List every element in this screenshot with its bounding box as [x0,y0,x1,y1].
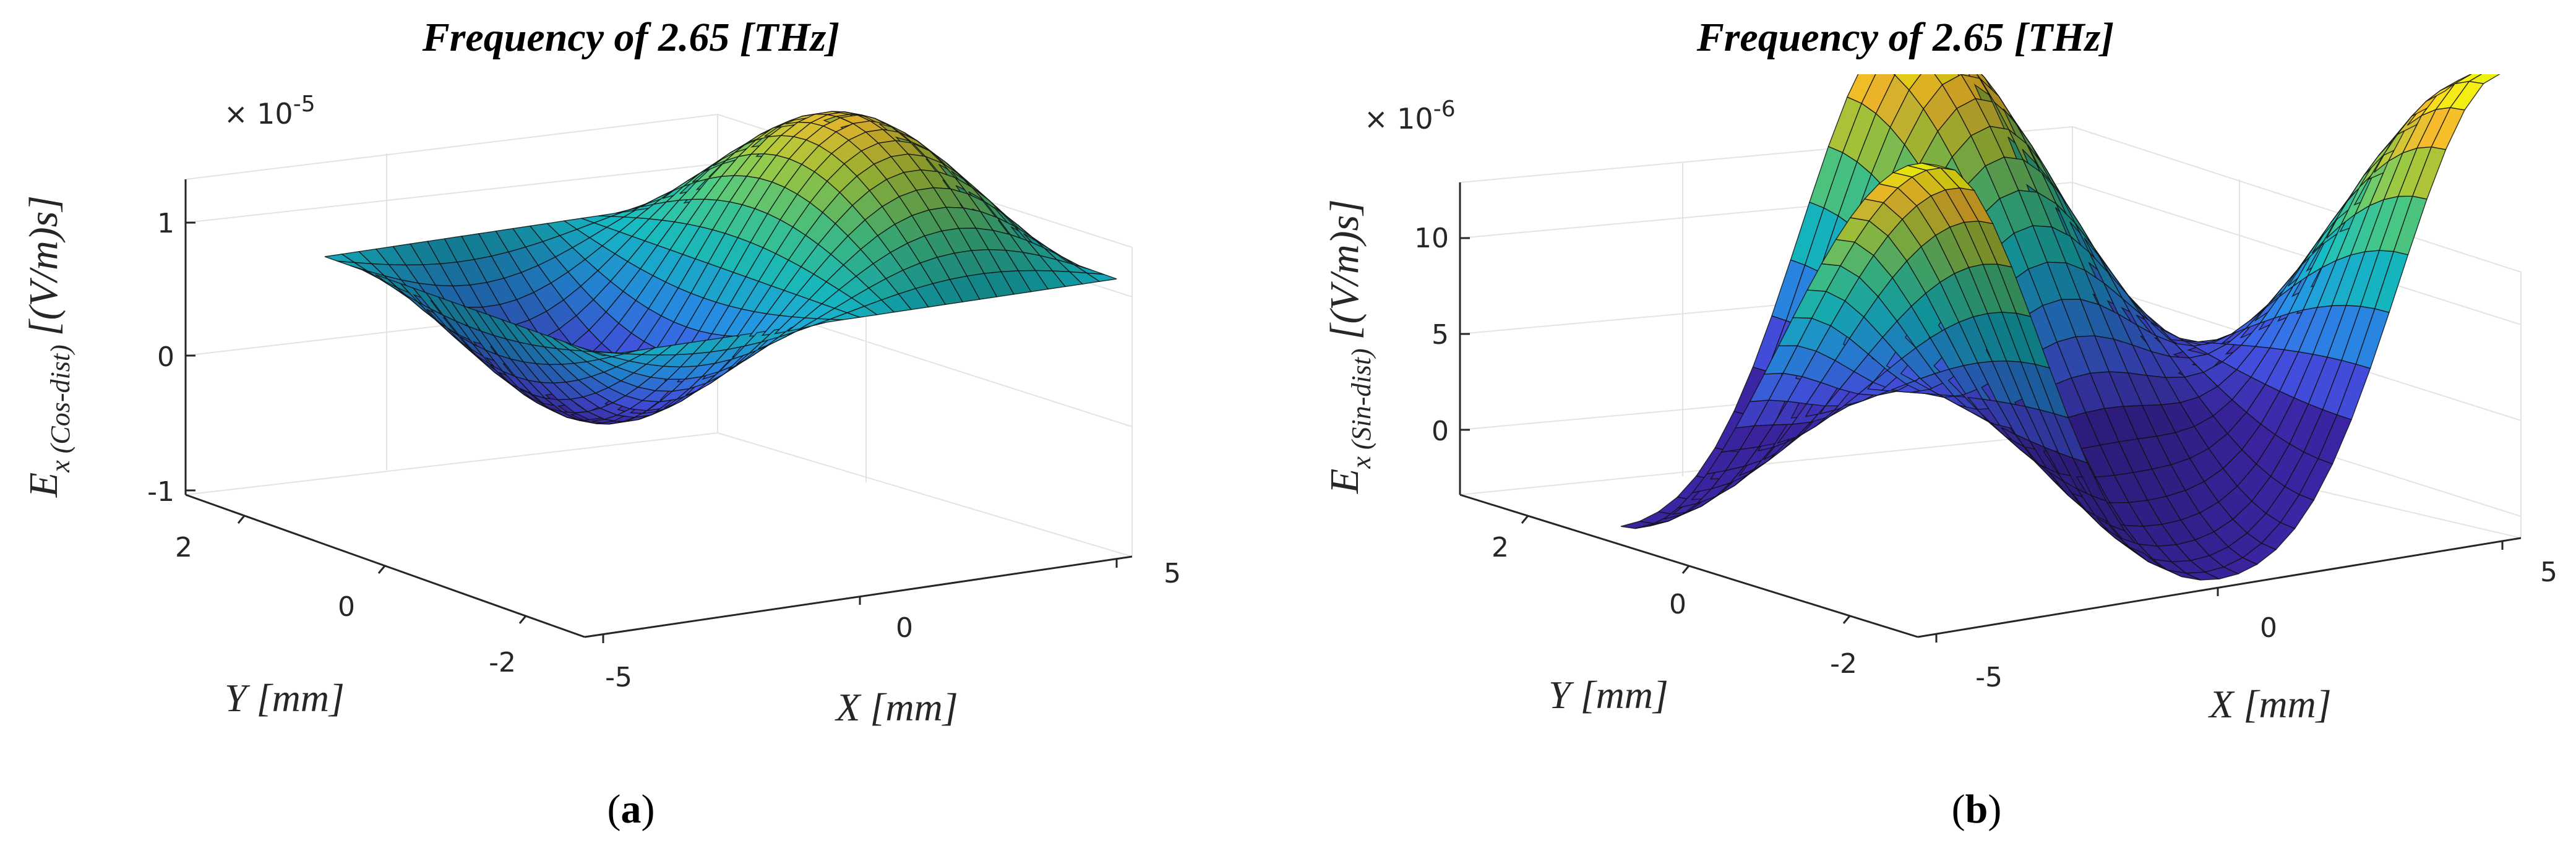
panel-a-surface [324,111,1117,425]
panel-a-xtick-label-2: 0 [896,612,913,644]
panel-a-axes [184,179,1133,643]
panel-b-xlabel: X [mm] [2207,682,2331,726]
caption-b-open: ( [1952,787,1965,832]
panel-a-ytick-label-2: 0 [338,591,355,623]
panel-b-ztick-label-2: 5 [1432,319,1449,351]
panel-b-zlabel-sub: x (Sin-dist) [1346,348,1376,469]
panel-b-ztick-label-3: 0 [1432,416,1449,447]
caption-b: (b) [1952,787,2002,832]
panel-b-surface [1620,74,2501,581]
panel-a-y-axis [185,494,585,638]
caption-b-close: ) [1988,787,2001,832]
panel-a-xlabel: X [mm] [834,685,958,729]
panel-a-exponent-base: × 10 [224,97,293,130]
panel-b-zlabel: Ex (Sin-dist) [(V/m)s] [1322,199,1376,494]
panel-a-ylabel: Y [mm] [225,676,345,720]
panel-b-floor-1 [1459,432,2073,495]
panel-a-ztick-label-3: -1 [147,476,174,508]
surface-patch [1085,272,1117,282]
panel-b-back-wall-right [2072,126,2522,538]
panel-b-ytick-3 [1842,615,1851,624]
panel-a-ztick-label-2: 0 [157,341,174,373]
panel-b-ytick-2 [1681,565,1690,574]
panel-a-xtick-label-1: -5 [605,662,632,693]
panel-b-ytick-label-1: 2 [1492,532,1509,563]
panel-a-ytick-3 [518,615,527,624]
panel-b-ztick-label-1: 10 [1414,223,1449,254]
panel-b-axes [1459,182,2522,643]
panel-a-zlabel: Ex (Cos-dist) [(V/m)s] [21,195,75,498]
panel-a-zlabel-units: [(V/m)s] [21,195,66,336]
panel-b-exponent-power: -6 [1433,96,1456,122]
caption-a-open: ( [608,787,621,832]
panel-a-floor-1 [185,432,718,495]
panel-a-zlabel-main: E [21,472,66,498]
panel-a-exponent: × 10-5 [224,92,316,130]
surface-patch [1894,74,1922,91]
panel-b-xtick-label-3: 5 [2540,557,2557,588]
panel-a-xtick-label-3: 5 [1164,558,1181,589]
surface-patch [2468,74,2501,84]
panel-b-xtick-label-1: -5 [1975,662,2003,693]
panel-b-exponent-base: × 10 [1364,102,1433,135]
caption-b-label: b [1965,787,1988,832]
caption-a: (a) [608,787,655,832]
caption-a-close: ) [642,787,655,832]
panel-b-exponent: × 10-6 [1364,96,1456,135]
panel-b-ytick-1 [1521,515,1529,524]
panel-b-zlabel-main: E [1322,469,1367,494]
panel-a-ztick-label-1: 1 [157,208,174,239]
panel-a-ytick-2 [377,565,386,574]
panel-a-ytick-1 [237,515,246,524]
panel-b-x-axis [1917,537,2522,638]
panel-a-exponent-power: -5 [293,92,316,117]
panel-a-ytick-label-3: -2 [489,647,516,678]
panel-a: Frequency of 2.65 [THz] [21,15,1181,729]
panel-b-zgrid-2 [2072,182,2522,325]
panel-a-zlabel-sub: x (Cos-dist) [45,344,75,473]
panel-b: Frequency of 2.65 [THz] [1322,15,2557,726]
panel-b-title: Frequency of 2.65 [THz] [1696,15,2114,60]
panel-b-zlabel-units: [(V/m)s] [1322,199,1367,340]
panel-b-ytick-label-3: -2 [1830,648,1857,680]
panel-a-floor-2 [717,432,1133,557]
panel-a-title: Frequency of 2.65 [THz] [422,15,840,60]
panel-a-x-axis [584,555,1133,638]
caption-a-label: a [621,787,642,832]
panel-a-zgrid-1 [185,163,718,223]
panel-b-ytick-label-2: 0 [1669,589,1686,620]
panel-b-xtick-label-2: 0 [2260,612,2277,644]
panel-a-ytick-label-1: 2 [175,532,192,563]
panel-b-ylabel: Y [mm] [1548,673,1668,717]
surface-patch [2454,74,2483,84]
